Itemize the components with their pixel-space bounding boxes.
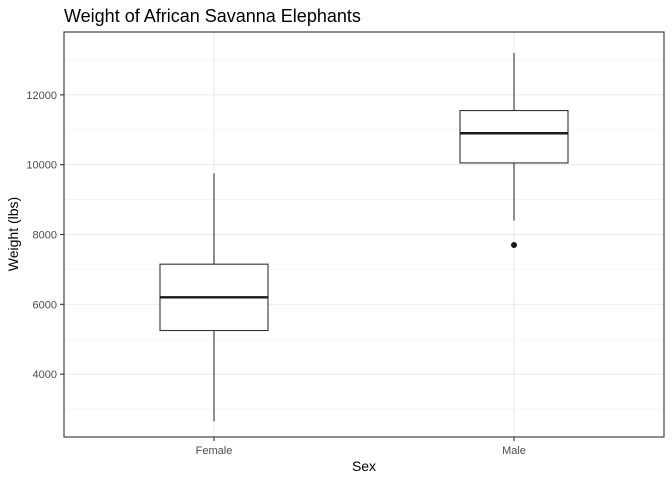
y-tick-label: 12000 [26,90,57,102]
x-axis-title: Sex [352,458,376,474]
y-tick-label: 10000 [26,160,57,172]
x-tick-label: Female [196,445,233,457]
x-tick-label: Male [502,445,526,457]
box-male [459,52,569,248]
plot-panel [63,31,665,438]
axis-ticks: 4000 6000 8000 10000 12000 Female Male [26,90,526,457]
box-female [159,173,269,422]
y-tick-label: 6000 [33,299,57,311]
y-tick-label: 4000 [33,369,57,381]
chart-title: Weight of African Savanna Elephants [64,6,361,26]
y-axis-title: Weight (lbs) [5,197,21,271]
outlier-point [511,241,517,248]
iqr-box [459,110,569,164]
y-tick-label: 8000 [33,230,57,242]
